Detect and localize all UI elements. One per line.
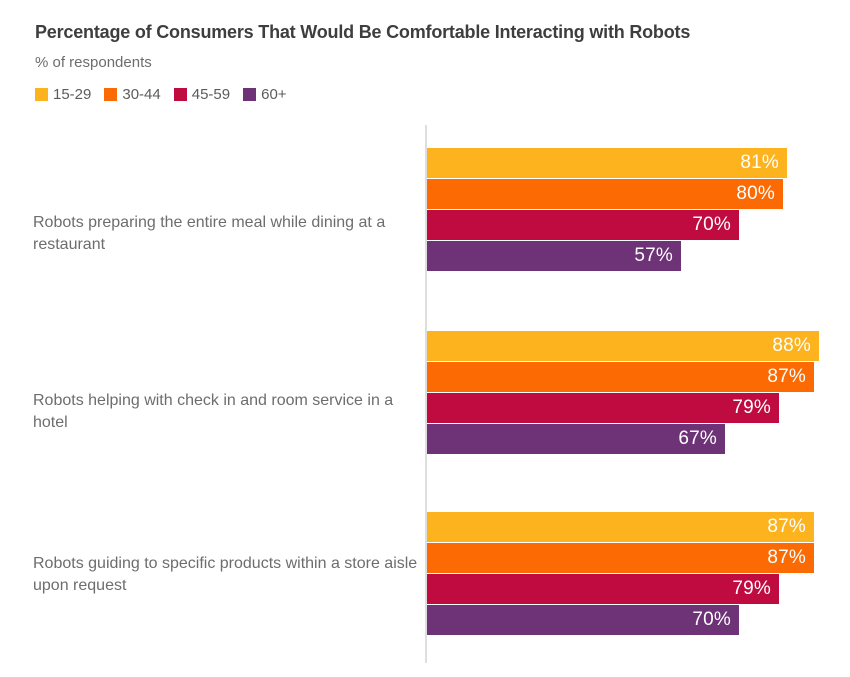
category-label: Robots guiding to specific products with… <box>33 555 418 594</box>
category-label: Robots preparing the entire meal while d… <box>33 214 386 253</box>
bar-value-label: 57% <box>634 245 673 266</box>
bar-45-59: 70% <box>427 210 739 240</box>
legend-swatch-icon <box>243 88 257 101</box>
legend-item-45-59: 45-59 <box>173 86 231 103</box>
bar-group: 81% 80% 70% 57% <box>427 148 787 272</box>
bar-group: 87% 87% 79% 70% <box>427 512 814 636</box>
bar-value-label: 88% <box>772 335 811 356</box>
legend: 15-29 30-44 45-59 60+ <box>35 86 287 103</box>
legend-item-60+: 60+ <box>243 86 287 103</box>
bar-value-label: 67% <box>678 428 717 449</box>
bar-value-label: 87% <box>767 366 806 387</box>
bar-60+: 70% <box>427 605 739 635</box>
bar-value-label: 79% <box>732 397 771 418</box>
bar-15-29: 88% <box>427 331 819 361</box>
legend-swatch-icon <box>35 88 48 101</box>
legend-item-30-44: 30-44 <box>104 86 161 103</box>
bar-30-44: 87% <box>427 543 814 573</box>
bar-30-44: 87% <box>427 362 814 392</box>
legend-label: 60+ <box>261 86 287 103</box>
legend-label: 45-59 <box>191 86 231 103</box>
bar-30-44: 80% <box>427 179 783 209</box>
bar-value-label: 87% <box>767 547 806 568</box>
legend-label: 15-29 <box>53 86 92 103</box>
bar-value-label: 80% <box>736 183 775 204</box>
bar-group: 88% 87% 79% 67% <box>427 331 819 455</box>
bar-15-29: 87% <box>427 512 814 542</box>
bar-value-label: 70% <box>692 214 731 235</box>
legend-swatch-icon <box>173 88 187 101</box>
bar-45-59: 79% <box>427 574 779 604</box>
bar-value-label: 87% <box>767 516 806 537</box>
chart-title: Percentage of Consumers That Would Be Co… <box>35 22 691 42</box>
bar-15-29: 81% <box>427 148 787 178</box>
bar-60+: 57% <box>427 241 681 271</box>
bar-value-label: 70% <box>692 609 731 630</box>
bar-45-59: 79% <box>427 393 779 423</box>
bar-value-label: 79% <box>732 578 771 599</box>
legend-item-15-29: 15-29 <box>35 86 91 103</box>
category-label: Robots helping with check in and room se… <box>33 392 394 431</box>
legend-label: 30-44 <box>122 86 161 103</box>
bar-value-label: 81% <box>740 152 779 173</box>
chart-subtitle: % of respondents <box>35 54 152 71</box>
y-axis-line <box>425 125 427 663</box>
legend-swatch-icon <box>104 88 118 101</box>
bar-60+: 67% <box>427 424 725 454</box>
